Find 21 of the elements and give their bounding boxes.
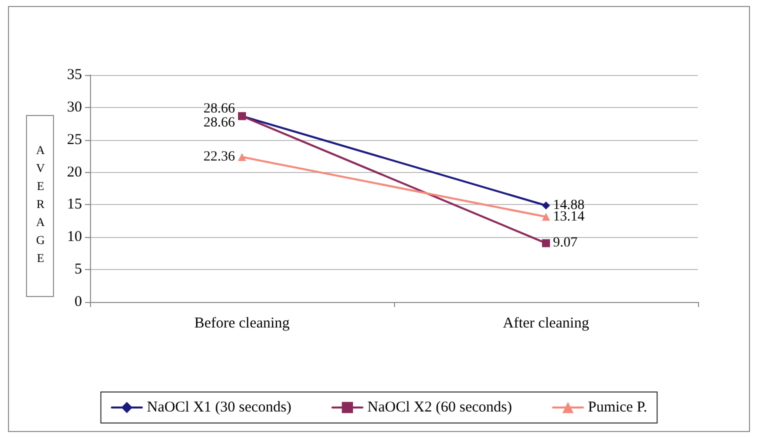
x-tick-label: After cleaning bbox=[502, 316, 590, 332]
y-tick-label: 5 bbox=[74, 262, 82, 278]
y-axis-title: AVERAGE bbox=[26, 115, 54, 297]
point bbox=[542, 239, 550, 248]
y-tick-label: 30 bbox=[67, 99, 82, 116]
y-tick-label: 15 bbox=[67, 196, 82, 213]
data-label: 9.07 bbox=[553, 236, 578, 251]
x-tick-label: Before cleaning bbox=[194, 316, 290, 332]
data-label: 22.36 bbox=[204, 149, 235, 164]
legend-label: NaOCl X1 (30 seconds) bbox=[146, 400, 292, 416]
data-label: 13.14 bbox=[553, 209, 584, 224]
y-tick-label: 25 bbox=[67, 132, 82, 148]
legend-label: Pumice P. bbox=[588, 400, 648, 416]
y-tick-label: 35 bbox=[67, 67, 82, 83]
y-tick-label: 10 bbox=[67, 229, 82, 246]
legend-label: NaOCl X2 (60 seconds) bbox=[367, 400, 512, 416]
y-tick-label: 20 bbox=[67, 164, 82, 180]
point bbox=[542, 201, 550, 210]
data-label: 28.66 bbox=[204, 102, 235, 117]
y-tick-label: 0 bbox=[74, 294, 82, 310]
data-label: 28.66 bbox=[204, 116, 235, 131]
